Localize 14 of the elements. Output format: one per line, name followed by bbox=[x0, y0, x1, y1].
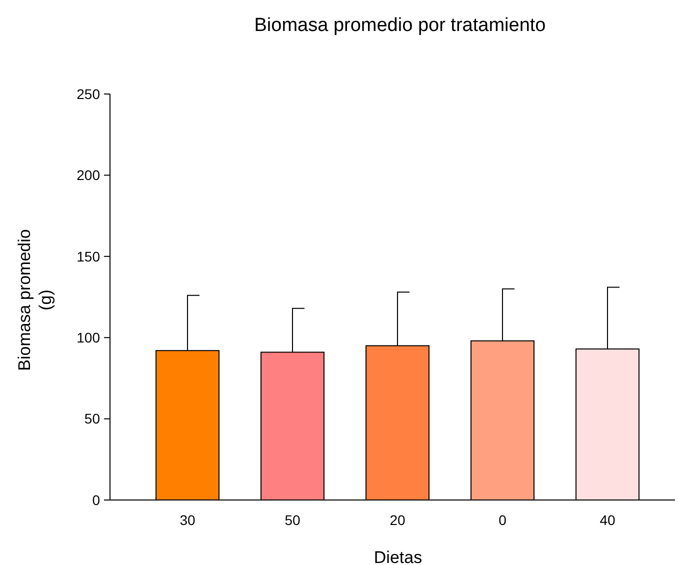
y-tick-label: 250 bbox=[76, 86, 100, 102]
y-tick-label: 0 bbox=[92, 492, 100, 508]
y-tick-label: 200 bbox=[76, 167, 100, 184]
chart-title: Biomasa promedio por tratamiento bbox=[254, 15, 546, 36]
y-tick-label: 150 bbox=[76, 248, 100, 264]
x-tick-label: 30 bbox=[180, 512, 196, 528]
y-axis-title: Biomasa promedio (g) bbox=[15, 229, 55, 371]
x-axis-title: Dietas bbox=[374, 548, 422, 565]
x-tick-label: 0 bbox=[498, 512, 507, 528]
x-tick-label: 20 bbox=[390, 512, 406, 528]
x-tick-label: 50 bbox=[284, 512, 300, 528]
y-tick-label: 100 bbox=[76, 330, 100, 346]
x-tick-label: 40 bbox=[600, 512, 616, 528]
y-tick-label: 50 bbox=[84, 410, 100, 427]
